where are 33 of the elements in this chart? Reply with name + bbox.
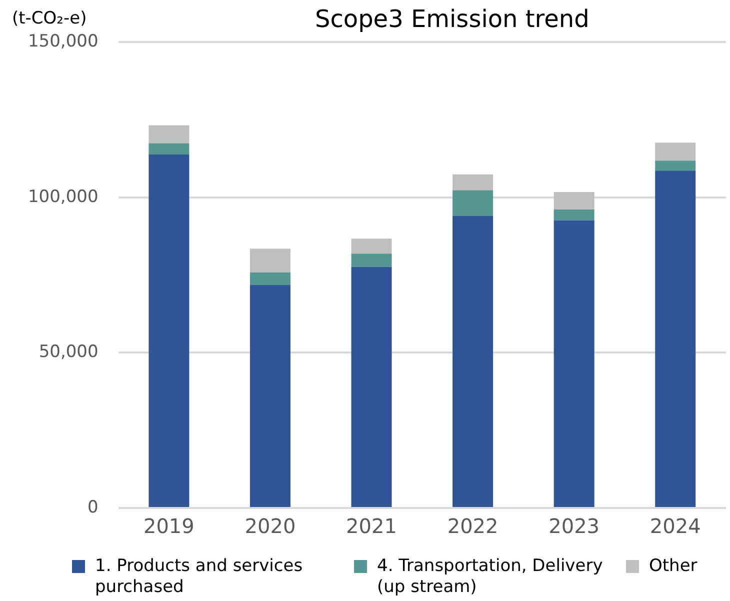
bar xyxy=(554,192,594,210)
y-tick-label: 50,000 xyxy=(38,342,98,362)
bar xyxy=(250,272,290,285)
bar xyxy=(452,174,494,190)
bar xyxy=(250,248,290,273)
bar xyxy=(148,125,190,144)
bar xyxy=(250,284,290,507)
y-tick-label: 100,000 xyxy=(28,186,98,207)
y-tick-label: 150,000 xyxy=(28,31,98,52)
bar xyxy=(554,209,594,220)
x-tick-label: 2024 xyxy=(650,514,701,538)
bar xyxy=(351,266,392,507)
bar xyxy=(148,154,190,507)
bar xyxy=(554,220,594,507)
bar xyxy=(452,190,494,216)
bar xyxy=(351,238,392,254)
x-tick-label: 2023 xyxy=(548,514,600,538)
x-tick-label: 2020 xyxy=(244,514,296,538)
chart-title: Scope3 Emission trend xyxy=(314,5,590,34)
x-tick-label: 2022 xyxy=(447,514,498,538)
bar xyxy=(351,254,392,267)
legend-label: 1. Products and services purchased xyxy=(95,556,304,598)
legend-label: 4. Transportation, Delivery (up stream) xyxy=(377,556,604,598)
bar xyxy=(655,170,696,507)
bar xyxy=(655,142,696,161)
bar xyxy=(452,216,494,507)
bar xyxy=(655,160,696,171)
y-tick-label: 0 xyxy=(87,497,98,518)
legend-label: Other xyxy=(649,556,698,577)
x-tick-label: 2021 xyxy=(346,514,397,538)
bar xyxy=(148,143,190,154)
x-tick-label: 2019 xyxy=(143,514,194,538)
y-axis-title: (t-CO₂-e) xyxy=(12,8,87,28)
